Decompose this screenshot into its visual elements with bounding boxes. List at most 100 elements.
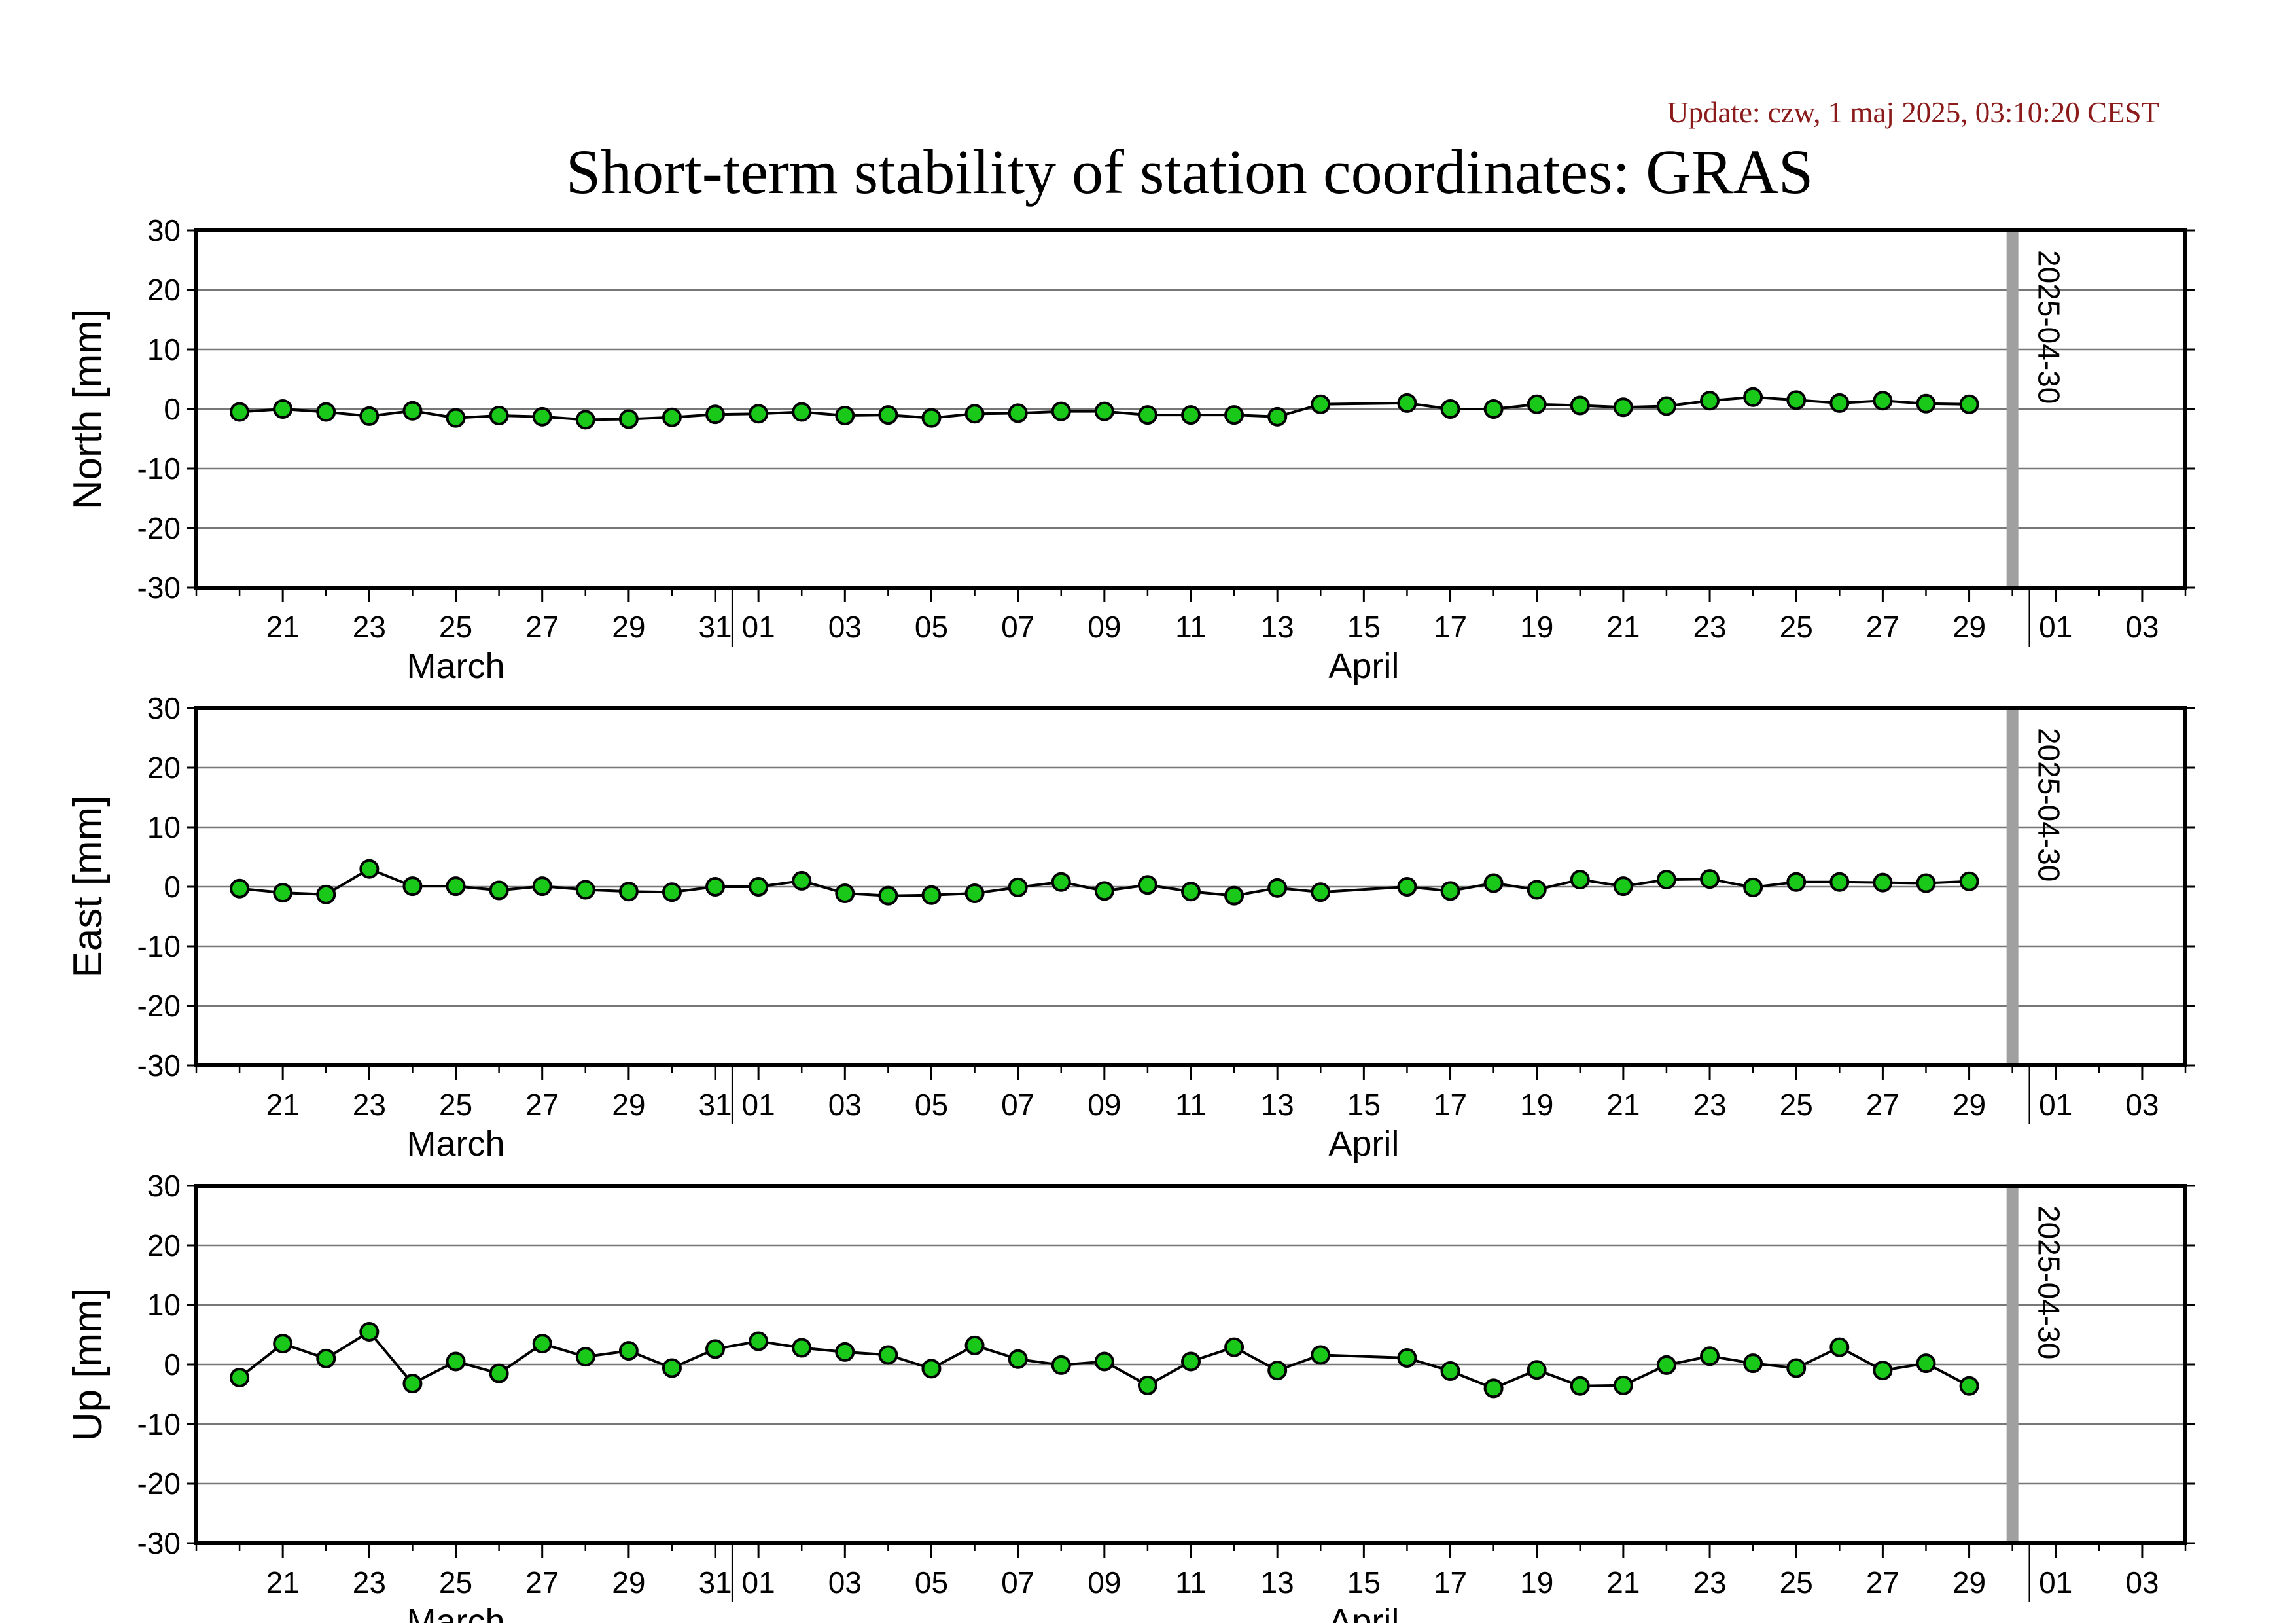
x-tick-label: 27: [1866, 1088, 1899, 1122]
y-axis-label: East [mm]: [65, 795, 111, 978]
data-point: [316, 402, 336, 422]
data-point: [1094, 401, 1114, 421]
x-tick-label: 31: [698, 1088, 732, 1122]
panel-up: 30 20 10 0 -10 -20 -30 21 23 25 27 29 31 01 03 05 07 09 11…: [65, 1169, 2195, 1623]
date-marker-label: 2025-04-30: [2032, 1205, 2066, 1359]
x-tick-label: 29: [1952, 610, 1986, 644]
data-point: [1829, 872, 1850, 892]
x-tick-label: 03: [828, 1088, 862, 1122]
data-point: [316, 884, 336, 904]
data-point: [1267, 406, 1288, 427]
data-point: [1873, 391, 1893, 411]
data-point: [1181, 882, 1201, 902]
data-point: [1181, 405, 1201, 425]
data-point: [705, 1339, 726, 1359]
y-tick-label: 10: [147, 1288, 181, 1322]
x-tick-label: 19: [1520, 1565, 1553, 1599]
y-tick-label: 30: [147, 213, 181, 247]
data-point: [359, 406, 380, 426]
x-tick-label: 09: [1087, 610, 1121, 644]
series-line: [238, 1330, 1970, 1390]
y-tick-label: 0: [164, 1347, 181, 1382]
x-tick-label: 23: [1693, 1088, 1726, 1122]
x-tick-label: 11: [1175, 610, 1207, 644]
month-label: April: [1328, 1124, 1399, 1164]
data-point: [1700, 869, 1720, 889]
x-tick-label: 01: [2039, 1088, 2072, 1122]
panel-north: 30 20 10 0 -10 -20 -30 21 23 25 27 29 31 01 03 05 07 09 11…: [65, 213, 2195, 686]
y-tick-label: -20: [137, 1467, 181, 1501]
y-tick-label: 10: [147, 810, 181, 844]
x-tick-label: 13: [1261, 1565, 1294, 1599]
data-point: [1008, 877, 1028, 897]
y-tick-label: 10: [147, 332, 181, 366]
month-label: April: [1328, 647, 1399, 686]
data-point: [1613, 1375, 1633, 1395]
data-point: [1051, 1355, 1071, 1375]
data-point: [1008, 403, 1028, 423]
data-point: [1786, 1358, 1807, 1378]
x-tick-label: 13: [1261, 610, 1294, 644]
data-point: [1829, 1337, 1850, 1357]
data-point: [359, 1321, 380, 1342]
data-point: [1267, 1361, 1288, 1381]
date-marker-label: 2025-04-30: [2032, 250, 2066, 404]
x-tick-label: 23: [353, 610, 386, 644]
x-tick-label: 01: [742, 610, 775, 644]
y-tick-label: 0: [164, 870, 181, 904]
data-point: [575, 880, 595, 900]
series-line: [239, 395, 1969, 421]
data-point: [662, 882, 682, 902]
data-point: [618, 1341, 639, 1361]
data-point: [402, 876, 423, 897]
y-tick-label: -10: [137, 929, 181, 963]
x-tick-label: 03: [828, 1565, 862, 1599]
x-tick-label: 25: [1780, 1088, 1813, 1122]
panel-east: 30 20 10 0 -10 -20 -30 21 23 25 27 29 31 01 03 05 07 09 11…: [65, 691, 2195, 1164]
x-tick-label: 29: [1952, 1088, 1986, 1122]
y-tick-label: -30: [137, 571, 181, 605]
data-point: [316, 1348, 336, 1368]
data-point: [792, 402, 812, 422]
x-tick-label: 25: [439, 1565, 472, 1599]
data-point: [489, 1363, 509, 1383]
data-point: [1786, 390, 1807, 410]
y-tick-label: -10: [137, 452, 181, 486]
data-point: [1224, 405, 1245, 425]
data-point: [532, 1334, 552, 1354]
data-point: [1311, 1345, 1331, 1365]
data-point: [230, 878, 250, 899]
x-tick-label: 27: [1866, 610, 1899, 644]
x-tick-label: 15: [1347, 1088, 1381, 1122]
data-point: [878, 405, 898, 425]
x-tick-label: 25: [439, 610, 472, 644]
y-tick-label: -30: [137, 1048, 181, 1082]
data-point: [1656, 396, 1676, 416]
data-point: [1397, 1347, 1417, 1368]
y-tick-label: 20: [147, 273, 181, 307]
data-point: [921, 885, 942, 905]
x-tick-label: 27: [525, 610, 559, 644]
plot-frame: [194, 228, 2187, 590]
data-point: [1959, 394, 1979, 414]
y-tick-label: -10: [137, 1407, 181, 1441]
data-point: [1743, 877, 1763, 897]
data-point: [618, 882, 639, 902]
x-tick-label: 01: [2039, 1565, 2072, 1599]
data-point: [1570, 395, 1590, 416]
x-tick-label: 03: [2125, 1088, 2159, 1122]
series-line: [239, 867, 1969, 897]
x-tick-label: 09: [1087, 1088, 1121, 1122]
x-tick-label: 23: [1693, 610, 1726, 644]
x-tick-label: 03: [2125, 610, 2159, 644]
data-point: [489, 406, 509, 426]
data-point: [1527, 394, 1547, 414]
y-tick-label: 30: [147, 1169, 181, 1203]
data-point: [1483, 399, 1504, 419]
data-point: [575, 1347, 595, 1367]
data-point: [1873, 1361, 1893, 1381]
data-point: [1959, 1376, 1979, 1396]
data-point: [1873, 872, 1893, 893]
x-tick-label: 25: [439, 1088, 472, 1122]
data-point: [1094, 881, 1114, 901]
